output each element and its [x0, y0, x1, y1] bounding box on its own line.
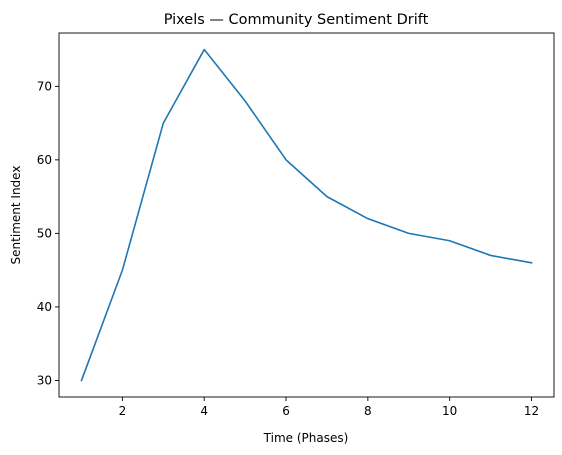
plot-area: [80, 48, 533, 382]
x-tick-label: 8: [364, 404, 372, 418]
series-line-1: [80, 48, 533, 382]
y-axis: 30 40 50 60 70: [37, 79, 59, 387]
chart-title: Pixels — Community Sentiment Drift: [164, 12, 429, 28]
x-axis-label: Time (Phases): [263, 431, 349, 445]
y-tick-label: 30: [37, 373, 52, 387]
x-tick-label: 2: [119, 404, 127, 418]
y-axis-label: Sentiment Index: [9, 166, 23, 265]
y-tick-label: 60: [37, 153, 52, 167]
y-tick-label: 40: [37, 300, 52, 314]
y-tick-label: 70: [37, 79, 52, 93]
x-tick-label: 6: [282, 404, 290, 418]
y-tick-label: 50: [37, 226, 52, 240]
x-tick-label: 4: [200, 404, 208, 418]
axes-frame: [58, 32, 555, 398]
x-tick-label: 12: [524, 404, 539, 418]
x-axis: 2 4 6 8 10 12: [119, 397, 539, 418]
x-tick-label: 10: [442, 404, 457, 418]
